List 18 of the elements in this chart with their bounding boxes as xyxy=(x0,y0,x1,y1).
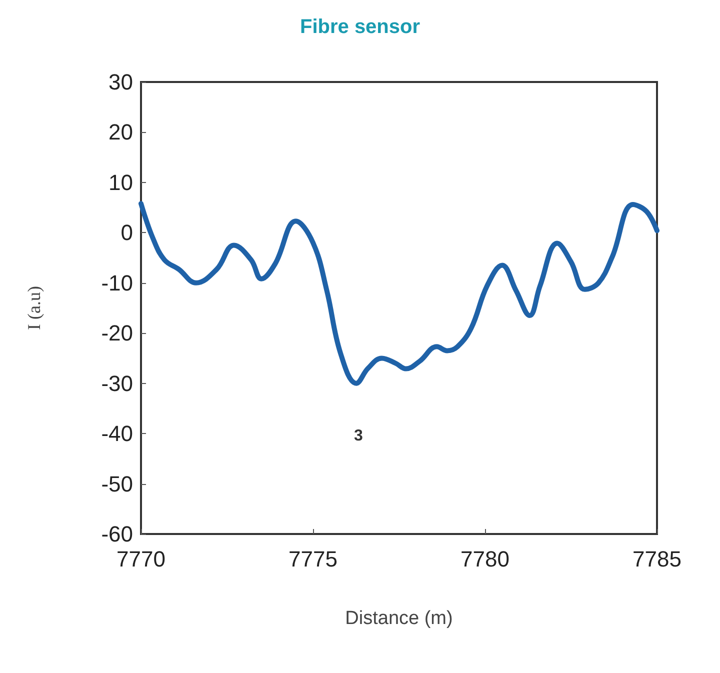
x-axis-title: Distance (m) xyxy=(345,608,453,629)
y-tick-label: 10 xyxy=(108,170,133,195)
y-tick-label: -10 xyxy=(101,270,133,296)
y-tick-label: -50 xyxy=(101,471,133,496)
x-tick-label: 7780 xyxy=(460,546,510,572)
y-tick-label: 0 xyxy=(120,220,133,246)
annotation: 3 xyxy=(354,428,363,444)
y-tick-label: 30 xyxy=(108,70,133,94)
chart-title: Fibre sensor xyxy=(300,16,420,38)
y-tick-label: 20 xyxy=(108,120,133,145)
y-tick-label: -20 xyxy=(101,320,133,346)
y-axis-title: I (a.u) xyxy=(24,286,44,330)
y-tick-label: -60 xyxy=(101,522,133,546)
x-tick-label: 7775 xyxy=(288,546,338,572)
x-tick-label: 7785 xyxy=(632,546,682,572)
x-tick-label: 7770 xyxy=(116,546,166,572)
y-tick-label: -30 xyxy=(101,370,133,396)
y-tick-label: -40 xyxy=(101,421,133,446)
